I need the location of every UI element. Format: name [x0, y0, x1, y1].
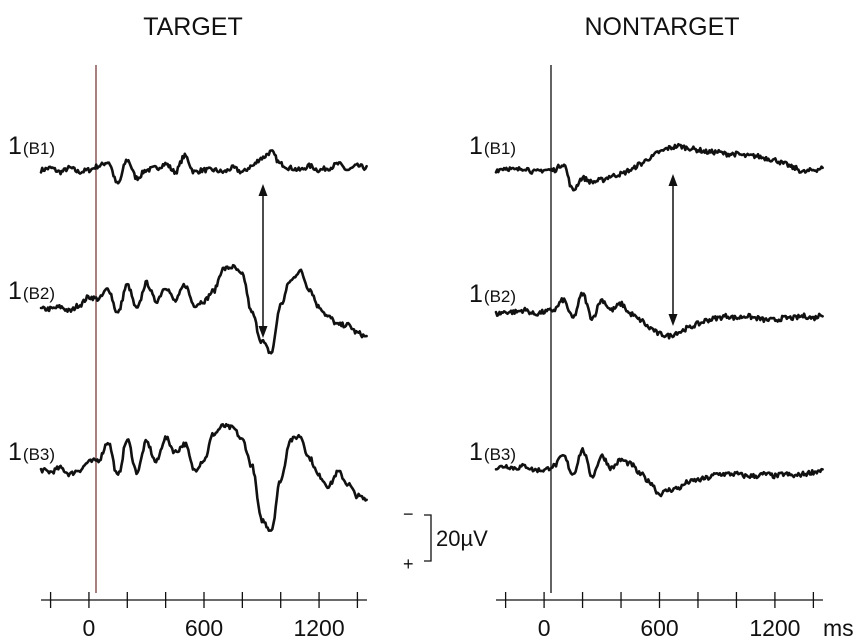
row-number: 1 [469, 438, 483, 466]
time-tick-label: 600 [640, 615, 678, 641]
nontarget-trace-b3 [494, 447, 824, 498]
nontarget-row-label-b1: 1(B1) [469, 132, 516, 160]
time-tick-label: 0 [538, 615, 551, 641]
nontarget-row-label-b3: 1(B3) [469, 438, 516, 466]
target-time-axis: 0 600 1200 [41, 592, 367, 641]
target-trace-b1 [39, 149, 368, 185]
time-unit-label: ms [823, 615, 854, 641]
target-row-label-b2: 1(B2) [8, 277, 55, 305]
target-difference-arrow [258, 184, 268, 338]
row-subscript: (B3) [484, 445, 516, 464]
row-subscript: (B2) [23, 284, 55, 303]
row-number: 1 [8, 132, 22, 160]
row-subscript: (B1) [23, 139, 55, 158]
row-subscript: (B3) [23, 445, 55, 464]
row-subscript: (B2) [484, 287, 516, 306]
time-tick-label: 0 [83, 615, 96, 641]
nontarget-row-label-b2: 1(B2) [469, 280, 516, 308]
scale-plus-sign: + [403, 554, 414, 574]
row-number: 1 [469, 132, 483, 160]
scale-bar-label: 20µV [436, 526, 488, 551]
nontarget-time-axis: 0 600 1200 ms [496, 592, 854, 641]
target-row-label-b1: 1(B1) [8, 132, 55, 160]
nontarget-panel-title: NONTARGET [584, 13, 739, 41]
nontarget-trace-b1 [494, 142, 824, 192]
nontarget-trace-b2 [494, 291, 824, 340]
target-row-label-b3: 1(B3) [8, 438, 55, 466]
nontarget-difference-arrow [668, 174, 678, 326]
time-tick-label: 1200 [749, 615, 800, 641]
row-number: 1 [469, 280, 483, 308]
target-panel-title: TARGET [143, 13, 243, 41]
row-subscript: (B1) [484, 139, 516, 158]
amplitude-scale-bar: − + 20µV [403, 504, 488, 574]
row-number: 1 [8, 277, 22, 305]
time-tick-label: 1200 [293, 615, 344, 641]
target-trace-b3 [39, 422, 368, 532]
scale-minus-sign: − [403, 504, 414, 524]
time-tick-label: 600 [185, 615, 223, 641]
target-trace-b2 [39, 263, 368, 355]
row-number: 1 [8, 438, 22, 466]
